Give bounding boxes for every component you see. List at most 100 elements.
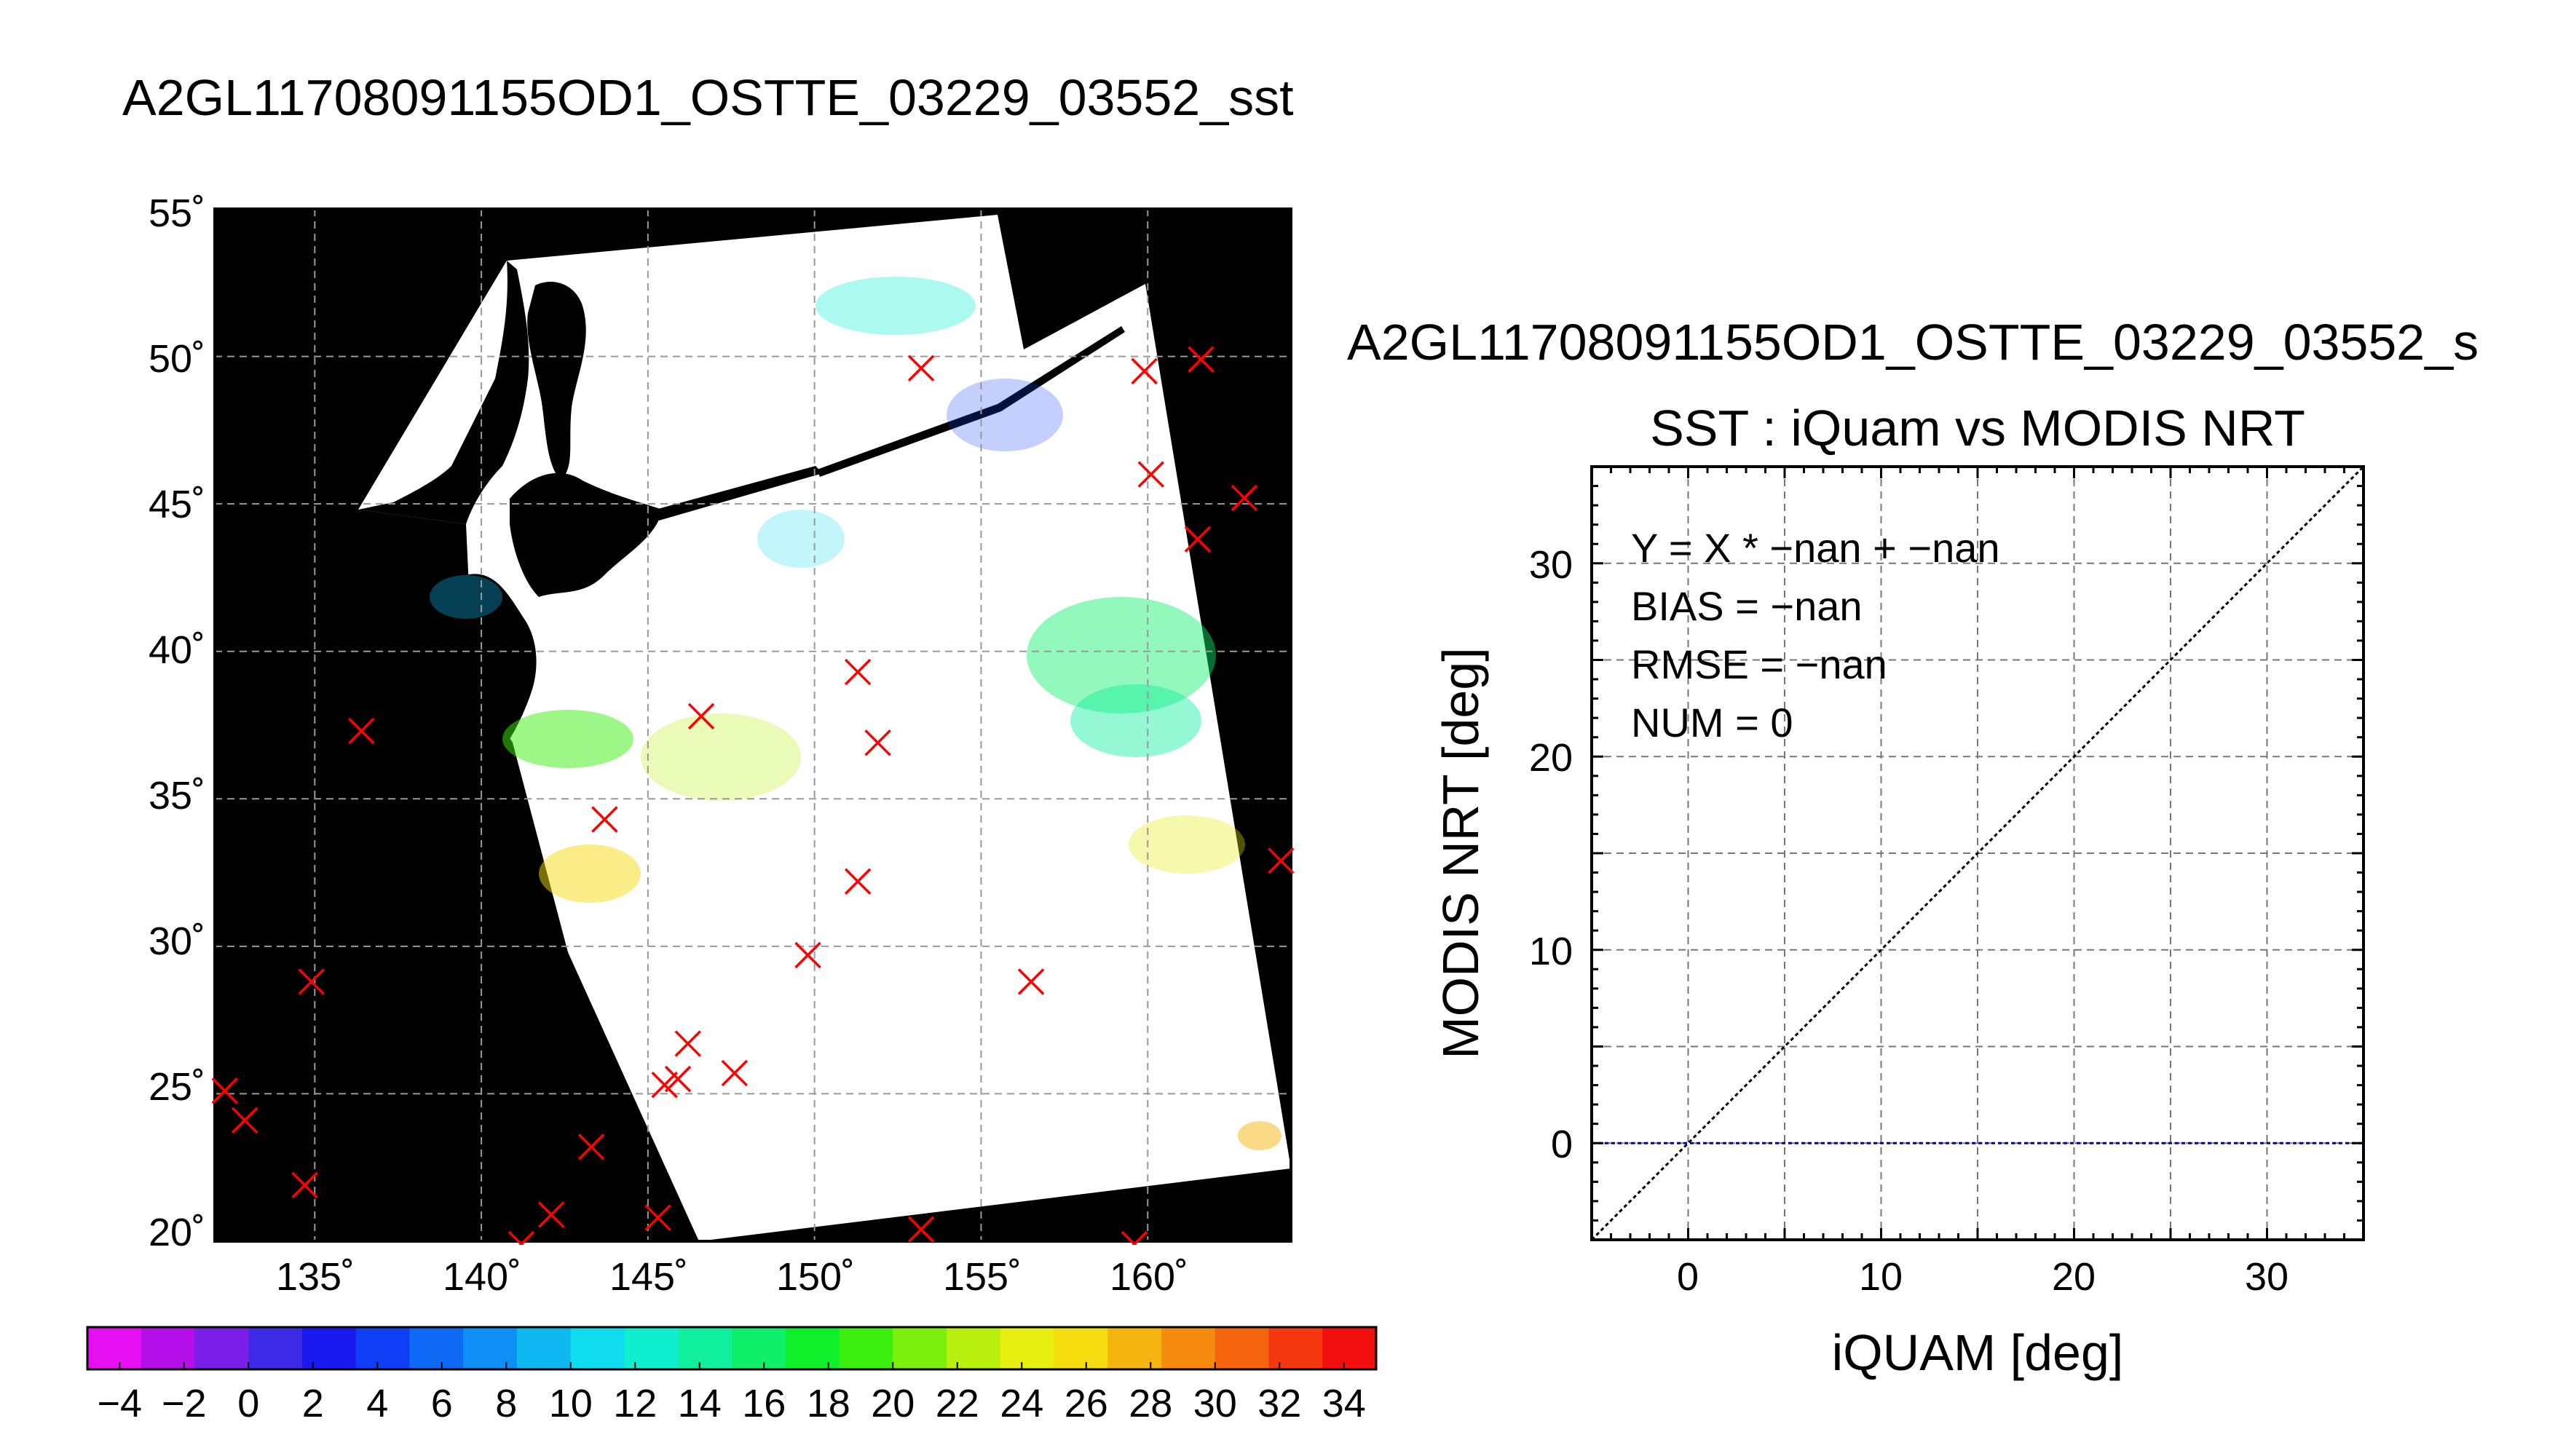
sst-pixels	[430, 277, 1282, 1150]
colorbar-label: 28	[1129, 1382, 1172, 1425]
colorbar-label: 2	[302, 1382, 324, 1425]
colorbar-segment	[1107, 1327, 1162, 1369]
iquam-marker	[1137, 461, 1165, 488]
colorbar-label: 10	[549, 1382, 593, 1425]
map-swath	[358, 215, 1290, 1240]
colorbar-label: 12	[613, 1382, 657, 1425]
colorbar-segment	[409, 1327, 464, 1369]
iquam-marker	[794, 941, 821, 969]
lon-tick-label: 145˚	[609, 1255, 688, 1299]
stats-box: Y = X * −nan + −nan BIAS = −nan RMSE = −…	[1631, 525, 2000, 745]
lon-tick-label: 155˚	[943, 1255, 1022, 1299]
colorbar-label: 24	[1000, 1382, 1043, 1425]
iquam-marker	[1017, 968, 1045, 995]
x-tick-label: 30	[2245, 1255, 2289, 1299]
colorbar-label: 8	[495, 1382, 517, 1425]
colorbar-label: 6	[431, 1382, 453, 1425]
lat-tick-labels: 55˚ 50˚ 45˚ 40˚ 35˚ 30˚ 25˚ 20˚	[149, 191, 205, 1254]
colorbar-segment	[87, 1327, 142, 1369]
colorbar-label: −2	[162, 1382, 207, 1425]
y-tick-label: 0	[1551, 1123, 1573, 1166]
lat-tick-label: 50˚	[149, 337, 205, 381]
iquam-marker	[231, 1107, 258, 1134]
iquam-marker	[1188, 346, 1215, 373]
swath-gap	[817, 326, 1125, 477]
x-tick-label: 0	[1677, 1255, 1699, 1299]
y-tick-label: 20	[1529, 736, 1573, 780]
land-sakhalin	[527, 282, 586, 480]
stats-num: NUM = 0	[1631, 700, 1793, 745]
land-russia-mainland	[358, 261, 529, 524]
colorbar-segment	[947, 1327, 1001, 1369]
iquam-marker	[1231, 484, 1258, 512]
map-frame	[213, 207, 1292, 1243]
scatter-y-label: MODIS NRT [deg]	[1432, 647, 1489, 1059]
colorbar-segment	[893, 1327, 947, 1369]
iquam-marker	[687, 703, 715, 730]
iquam-marker	[298, 968, 325, 995]
x-tick-label: 10	[1859, 1255, 1903, 1299]
land-kurils	[655, 466, 823, 521]
scatter-lines	[1590, 465, 2365, 1241]
stats-rmse: RMSE = −nan	[1631, 641, 1887, 687]
iquam-marker	[577, 1133, 605, 1160]
lat-tick-label: 40˚	[149, 628, 205, 672]
iquam-marker	[644, 1204, 671, 1231]
scatter-y-tick-labels: 0 10 20 30	[1529, 543, 1573, 1166]
lon-tick-label: 160˚	[1110, 1255, 1188, 1299]
lon-tick-label: 135˚	[276, 1255, 355, 1299]
lat-tick-label: 45˚	[149, 483, 205, 526]
colorbar-segment	[785, 1327, 840, 1369]
stats-bias: BIAS = −nan	[1631, 583, 1863, 629]
colorbar-segment	[1322, 1327, 1377, 1369]
colorbar-segment	[355, 1327, 410, 1369]
iquam-marker	[844, 868, 872, 895]
iquam-marker	[844, 658, 872, 686]
x-tick-label: 20	[2052, 1255, 2096, 1299]
colorbar-label: 22	[936, 1382, 979, 1425]
colorbar-label: 0	[237, 1382, 259, 1425]
colorbar-segment	[517, 1327, 572, 1369]
iquam-marker	[721, 1059, 749, 1087]
iquam-marker	[907, 355, 935, 382]
colorbar-segment	[624, 1327, 679, 1369]
colorbar-label: 34	[1322, 1382, 1366, 1425]
lon-tick-label: 150˚	[776, 1255, 855, 1299]
colorbar-segment	[1054, 1327, 1108, 1369]
map-title: A2GL11708091155OD1_OSTTE_03229_03552_sst	[122, 69, 1294, 126]
scatter-panel-title: A2GL11708091155OD1_OSTTE_03229_03552_s	[1347, 314, 2479, 371]
colorbar-label: 18	[807, 1382, 850, 1425]
iquam-marker	[537, 1201, 565, 1228]
land-honshu	[465, 574, 537, 750]
lat-tick-label: 30˚	[149, 919, 205, 963]
iquam-marker	[591, 806, 618, 833]
colorbar-segment	[732, 1327, 786, 1369]
colorbar-segment	[141, 1327, 195, 1369]
colorbar-label: 20	[871, 1382, 915, 1425]
iquam-marker	[1121, 1230, 1148, 1245]
iquam-marker	[508, 1230, 535, 1245]
lat-tick-label: 25˚	[149, 1065, 205, 1109]
iquam-marker	[291, 1171, 318, 1199]
scatter-x-tick-labels: 0 10 20 30	[1677, 1255, 2289, 1299]
colorbar-segment	[1000, 1327, 1054, 1369]
iquam-marker	[664, 1065, 692, 1093]
lon-tick-labels: 135˚ 140˚ 145˚ 150˚ 155˚ 160˚	[276, 1255, 1188, 1299]
colorbar-segment	[1268, 1327, 1323, 1369]
lat-tick-label: 55˚	[149, 191, 205, 235]
colorbar-segment	[248, 1327, 303, 1369]
colorbar-segment	[1161, 1327, 1216, 1369]
colorbar-label: 4	[366, 1382, 388, 1425]
scatter-subtitle: SST : iQuam vs MODIS NRT	[1650, 400, 2305, 456]
colorbar-frame	[86, 1326, 1378, 1371]
iquam-marker	[211, 1077, 238, 1104]
scatter-minor-ticks	[1590, 465, 2365, 1241]
identity-line	[1590, 465, 2365, 1241]
colorbar-label: −4	[97, 1382, 142, 1425]
y-tick-label: 10	[1529, 930, 1573, 973]
colorbar-segment	[463, 1327, 518, 1369]
lat-tick-label: 20˚	[149, 1211, 205, 1254]
colorbar-label: 30	[1193, 1382, 1237, 1425]
iquam-marker	[907, 1216, 935, 1243]
